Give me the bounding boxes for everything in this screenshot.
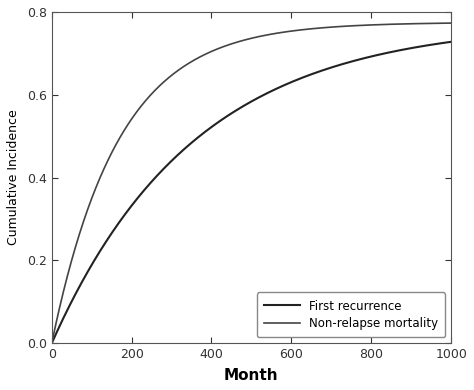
Non-relapse mortality [440,21,446,25]
First recurrence [118,218,124,222]
Non-relapse mortality [202,52,208,57]
Line: Non-relapse mortality: Non-relapse mortality [52,23,451,343]
X-axis label: Month: Month [224,368,279,383]
Non-relapse mortality [219,45,225,50]
Y-axis label: Cumulative Incidence: Cumulative Incidence [7,110,20,245]
First recurrence [219,117,225,122]
First recurrence [94,253,100,258]
First recurrence [397,48,403,53]
Line: First recurrence: First recurrence [52,42,451,343]
Non-relapse mortality [94,182,100,186]
Legend: First recurrence, Non-relapse mortality: First recurrence, Non-relapse mortality [257,292,445,337]
First recurrence [440,41,446,45]
Non-relapse mortality [118,133,124,138]
Non-relapse mortality [448,21,454,25]
Non-relapse mortality [397,22,403,27]
Non-relapse mortality [49,341,55,346]
First recurrence [49,341,55,346]
First recurrence [448,39,454,44]
First recurrence [202,129,208,134]
